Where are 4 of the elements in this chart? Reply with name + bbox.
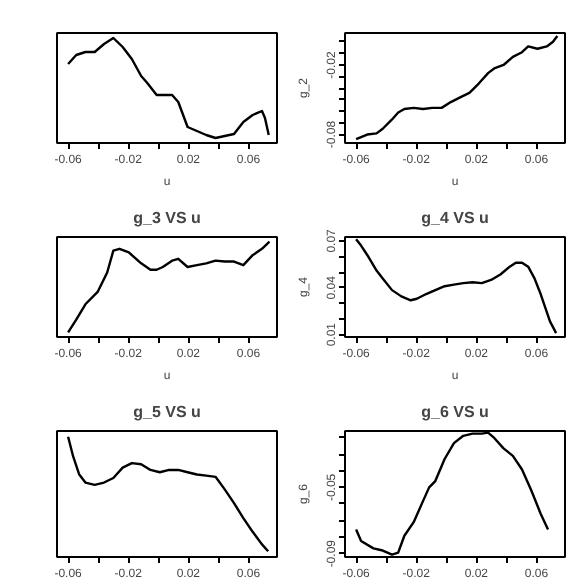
chart-title: g_6 VS u [421, 403, 490, 421]
chart-title: g_5 VS u [133, 403, 202, 421]
chart-title: g_3 VS u [133, 209, 202, 227]
chart-title: g_4 VS u [421, 209, 490, 227]
